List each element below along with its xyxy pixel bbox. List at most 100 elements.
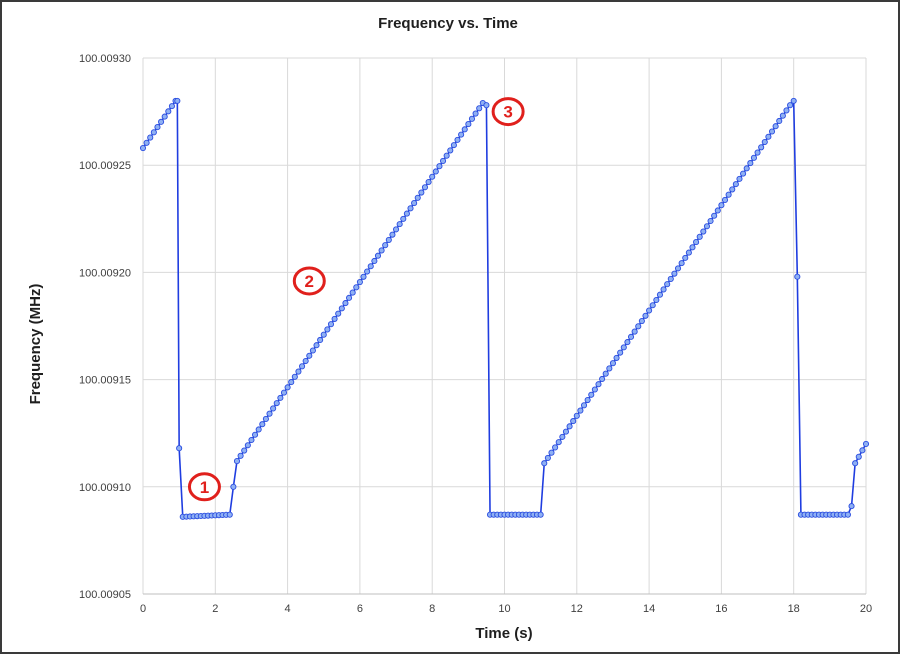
- annotation-circle: [292, 266, 326, 296]
- data-point: [707, 217, 714, 225]
- data-point: [288, 379, 295, 386]
- data-point: [740, 170, 747, 177]
- data-point: [794, 273, 801, 280]
- x-axis-title: Time (s): [475, 625, 532, 642]
- y-tick-label: 100.00925: [79, 160, 131, 172]
- data-point: [537, 511, 544, 518]
- data-point: [407, 205, 414, 212]
- data-point: [230, 483, 237, 490]
- y-axis-title: Frequency (MHz): [27, 284, 44, 405]
- data-point: [609, 360, 617, 367]
- data-point: [541, 460, 548, 467]
- data-point: [280, 389, 288, 396]
- data-point: [338, 305, 345, 312]
- data-point: [158, 118, 165, 125]
- data-point: [696, 233, 703, 240]
- y-tick-label: 100.00905: [79, 589, 131, 601]
- data-point: [317, 336, 324, 344]
- data-point: [364, 268, 371, 275]
- data-point: [844, 511, 851, 518]
- data-point: [174, 97, 181, 104]
- data-point: [588, 391, 595, 398]
- data-point: [580, 402, 588, 409]
- data-point: [421, 184, 429, 191]
- data-point: [566, 423, 573, 430]
- data-point: [685, 249, 692, 256]
- x-tick-label: 10: [498, 603, 510, 615]
- data-point: [765, 133, 772, 140]
- data-point: [732, 181, 739, 188]
- data-point: [671, 270, 678, 277]
- data-point: [476, 105, 483, 112]
- data-point: [150, 129, 157, 136]
- data-point: [750, 154, 757, 161]
- data-point: [635, 323, 642, 330]
- data-point: [147, 134, 154, 141]
- data-point: [602, 370, 609, 377]
- data-point: [729, 186, 736, 193]
- data-point: [252, 431, 259, 438]
- data-point: [385, 236, 392, 243]
- data-point: [447, 147, 454, 154]
- y-tick-label: 100.00930: [79, 53, 131, 65]
- data-point: [689, 244, 696, 251]
- annotation-label: 1: [200, 478, 209, 497]
- data-point: [176, 445, 183, 452]
- annotation-label: 3: [503, 103, 512, 122]
- data-point: [392, 226, 400, 233]
- data-point: [595, 381, 602, 388]
- data-point: [703, 223, 710, 230]
- data-point: [656, 291, 663, 298]
- data-point: [309, 347, 316, 354]
- data-point: [758, 144, 765, 151]
- y-tick-label: 100.00920: [79, 267, 131, 279]
- annotation-circle: [491, 97, 525, 127]
- tick-labels: 0 2 4 6 8 10 12 14 16 18 20100.00905100.00910100.0…: [79, 53, 872, 615]
- data-point: [743, 165, 750, 172]
- data-point: [335, 310, 342, 317]
- data-point: [714, 207, 721, 214]
- y-tick-label: 100.00910: [79, 482, 131, 494]
- data-point: [382, 242, 389, 249]
- data-point: [577, 407, 584, 414]
- data-point: [306, 352, 313, 359]
- annotation-marker: 3: [491, 97, 525, 127]
- data-point: [779, 112, 786, 119]
- data-point: [299, 363, 306, 370]
- data-point: [436, 163, 443, 170]
- data-point: [591, 386, 598, 393]
- data-point: [371, 257, 378, 265]
- data-point: [465, 121, 472, 128]
- data-point: [324, 326, 331, 333]
- data-point: [754, 149, 761, 156]
- data-point: [674, 265, 682, 272]
- data-point: [787, 102, 794, 109]
- data-point: [761, 138, 768, 146]
- data-point: [678, 260, 685, 267]
- data-point: [165, 108, 172, 115]
- data-point: [747, 160, 754, 167]
- data-point: [244, 442, 251, 449]
- data-point: [613, 354, 620, 361]
- data-point: [349, 289, 356, 296]
- data-point: [389, 231, 396, 238]
- x-tick-label: 6: [357, 603, 363, 615]
- data-point: [262, 415, 269, 422]
- data-point: [353, 284, 360, 291]
- data-point: [266, 410, 273, 417]
- data-point: [233, 458, 241, 465]
- data-point: [573, 412, 580, 419]
- series: [139, 97, 870, 520]
- data-point: [454, 136, 461, 143]
- data-point: [403, 210, 410, 217]
- x-tick-label: 14: [643, 603, 655, 615]
- data-point: [776, 117, 783, 125]
- data-point: [721, 196, 729, 203]
- data-point: [346, 294, 353, 301]
- data-point: [718, 202, 725, 209]
- data-point: [852, 460, 859, 467]
- data-point: [584, 396, 591, 404]
- data-point: [736, 175, 743, 182]
- data-point: [342, 300, 349, 307]
